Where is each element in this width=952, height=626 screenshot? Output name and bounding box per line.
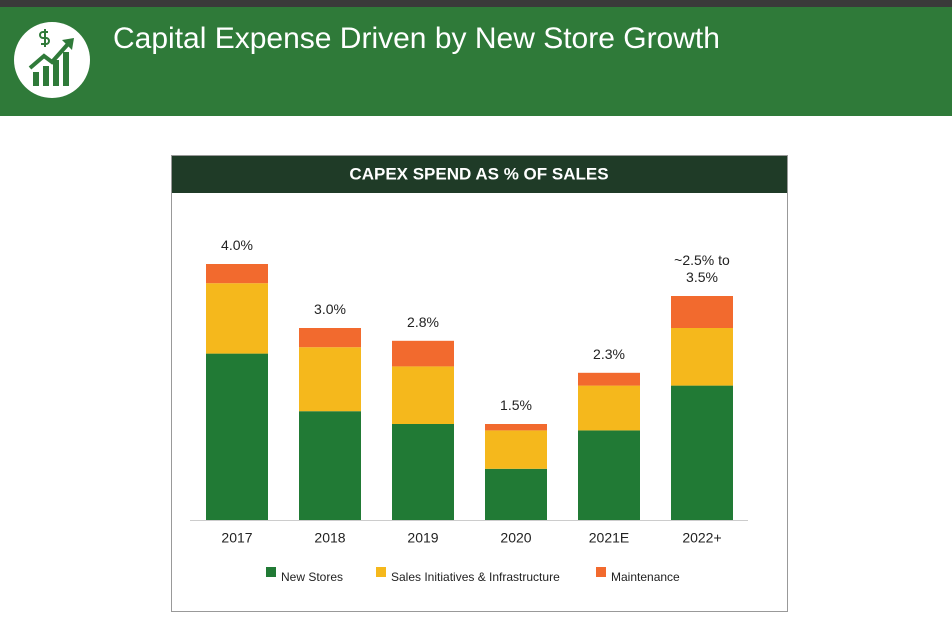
x-tick-label: 2022+: [682, 530, 721, 546]
bar-segment: [485, 424, 547, 431]
icon: [28, 29, 74, 86]
total-label: 2.3%: [593, 345, 625, 362]
bar-segment: [578, 385, 640, 431]
bar-segment: [392, 424, 454, 520]
legend-label: Maintenance: [611, 570, 680, 584]
bar-segment: [578, 430, 640, 520]
legend-swatch: [266, 567, 276, 577]
bar-segment: [671, 296, 733, 328]
bar-segment: [578, 372, 640, 386]
total-label: ~2.5% to 3.5%: [674, 252, 730, 285]
legend-swatch: [596, 567, 606, 577]
chart-title: CAPEX SPEND AS % OF SALES: [349, 164, 608, 183]
bar-segment: [392, 340, 454, 367]
total-label: 2.8%: [407, 313, 439, 330]
bar-segment: [206, 264, 268, 284]
bar-segment: [299, 347, 361, 412]
x-tick-label: 2020: [500, 530, 531, 546]
legend-label: New Stores: [281, 570, 343, 584]
total-label: 1.5%: [500, 397, 532, 413]
bar-segment: [671, 385, 733, 520]
legend-label: Sales Initiatives & Infrastructure: [391, 570, 560, 584]
bar-segment: [671, 328, 733, 386]
top-strip: [0, 0, 952, 7]
x-tick-label: 2021E: [589, 530, 629, 546]
bar-segment: [485, 430, 547, 469]
bar-segment: [299, 328, 361, 348]
total-label: 3.0%: [314, 301, 346, 317]
bar-segment: [392, 366, 454, 424]
x-tick-label: 2018: [314, 530, 345, 546]
bar-segment: [299, 411, 361, 520]
total-label: 4.0%: [221, 237, 253, 253]
header-bar: [0, 7, 952, 116]
bar-segment: [206, 283, 268, 354]
x-tick-label: 2019: [407, 530, 438, 546]
bar-segment: [485, 468, 547, 520]
x-tick-label: 2017: [221, 530, 252, 546]
legend-swatch: [376, 567, 386, 577]
slide-title: Capital Expense Driven by New Store Grow…: [113, 22, 720, 55]
bar-segment: [206, 353, 268, 520]
chart-header: [172, 156, 787, 193]
